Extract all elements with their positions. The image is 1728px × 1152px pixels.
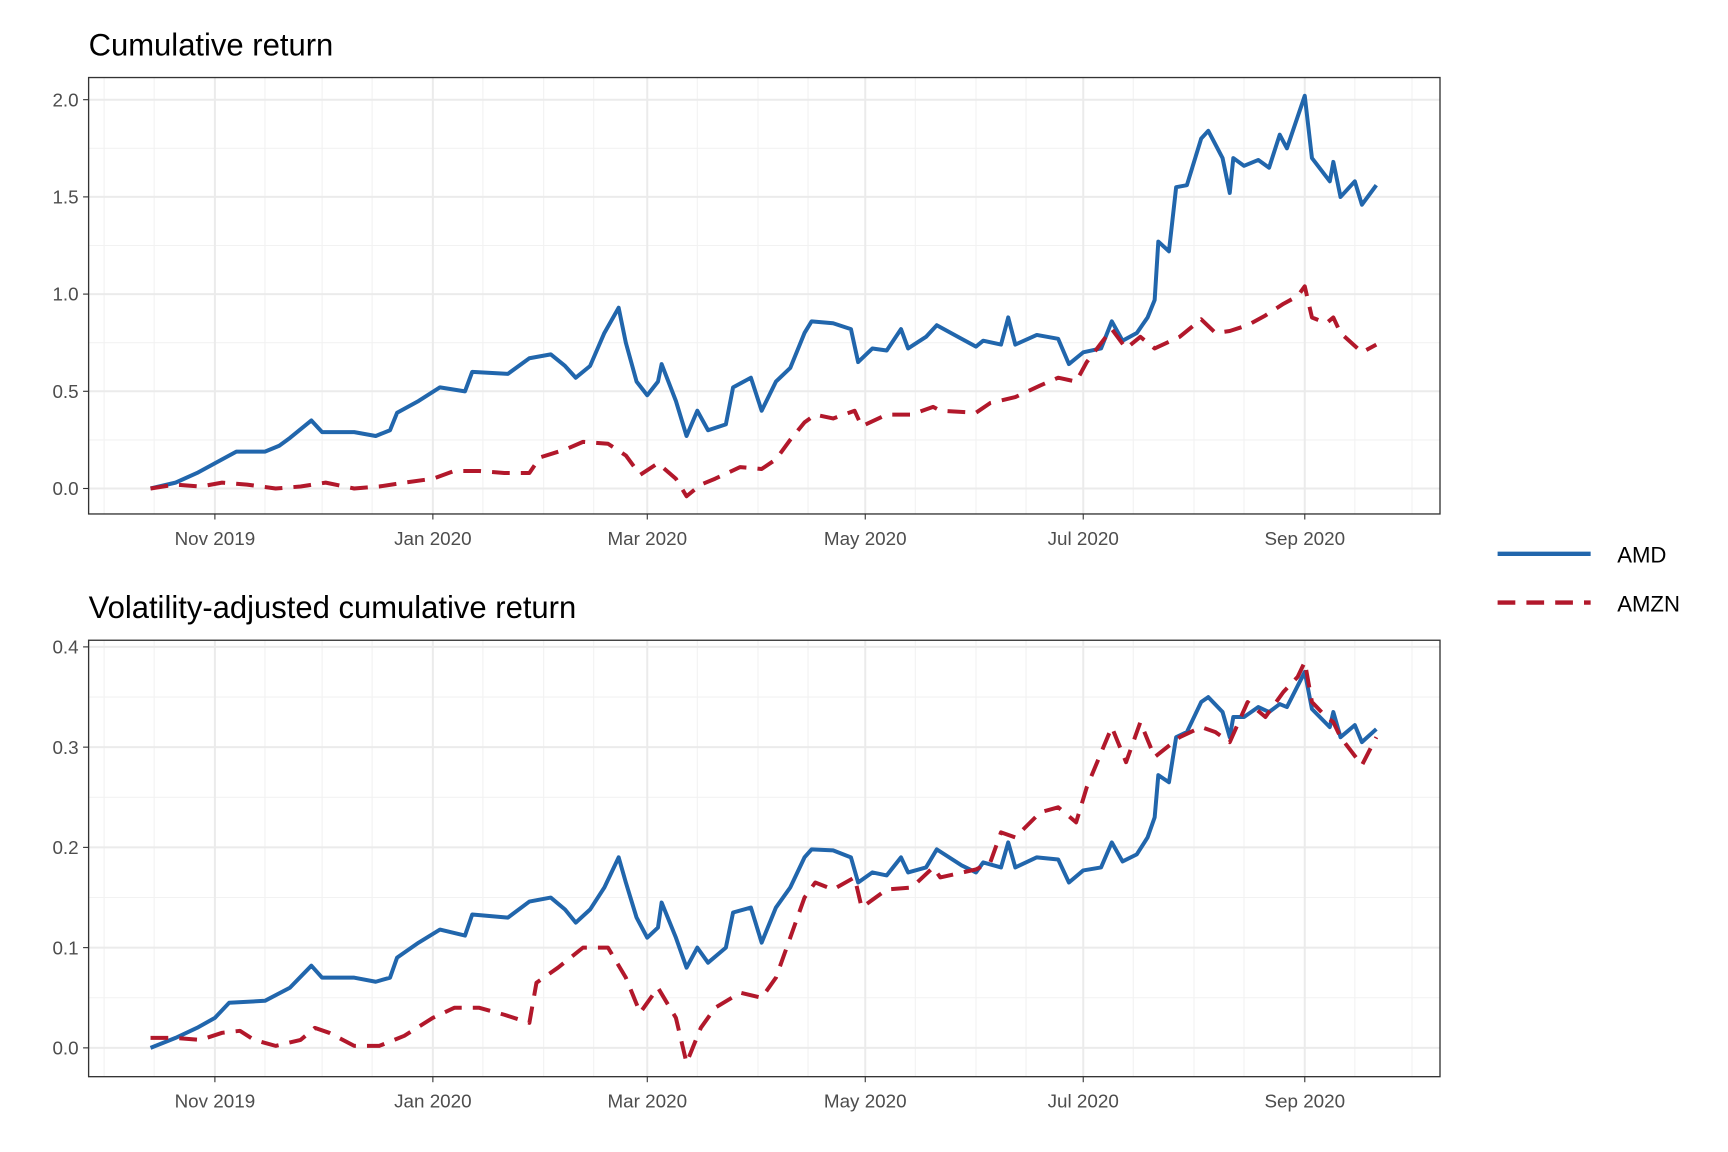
x-tick-label: Jul 2020: [1048, 1091, 1119, 1112]
series-line-amzn: [150, 284, 1378, 499]
x-tick-label: Nov 2019: [175, 1091, 256, 1112]
x-tick-label: Sep 2020: [1264, 528, 1345, 549]
y-tick-label: 2.0: [52, 89, 78, 110]
y-tick-label: 0.0: [52, 478, 78, 499]
x-tick-label: May 2020: [824, 528, 907, 549]
x-tick-label: May 2020: [824, 1091, 907, 1112]
y-tick-label: 1.0: [52, 284, 78, 305]
y-tick-label: 0.4: [52, 637, 78, 658]
x-tick-label: Mar 2020: [608, 1091, 688, 1112]
y-tick-label: 0.5: [52, 381, 78, 402]
panel-background: [88, 640, 1441, 1077]
series-line-amzn: [150, 659, 1379, 1065]
panel-volatility-adjusted: Volatility-adjusted cumulative return 0.0…: [52, 590, 1441, 1112]
y-tick-label: 0.3: [52, 737, 78, 758]
y-tick-label: 0.1: [52, 937, 78, 958]
legend-label-amzn: AMZN: [1617, 591, 1680, 616]
panel-border: [87, 76, 1441, 515]
y-tick-label: 0.0: [52, 1038, 78, 1059]
x-tick-label: Mar 2020: [608, 528, 688, 549]
legend-label-amd: AMD: [1617, 543, 1666, 568]
panel-cumulative-return: Cumulative return 0.0 0.5 1.0 1.5 2.0 Nov 2019…: [52, 27, 1441, 549]
series-line-amd: [149, 669, 1378, 1050]
x-tick-label: Sep 2020: [1264, 1091, 1345, 1112]
legend: AMD AMZN: [1497, 543, 1680, 616]
panel-background: [88, 77, 1441, 514]
y-tick-label: 1.5: [52, 187, 78, 208]
x-tick-label: Jul 2020: [1048, 528, 1119, 549]
panel-border: [87, 639, 1441, 1078]
series-line-amd: [150, 93, 1378, 491]
x-tick-label: Jan 2020: [394, 1091, 471, 1112]
chart-title: Volatility-adjusted cumulative return: [89, 590, 577, 625]
x-tick-label: Nov 2019: [175, 528, 256, 549]
y-tick-label: 0.2: [52, 837, 78, 858]
x-tick-label: Jan 2020: [394, 528, 471, 549]
chart-title: Cumulative return: [89, 27, 334, 62]
